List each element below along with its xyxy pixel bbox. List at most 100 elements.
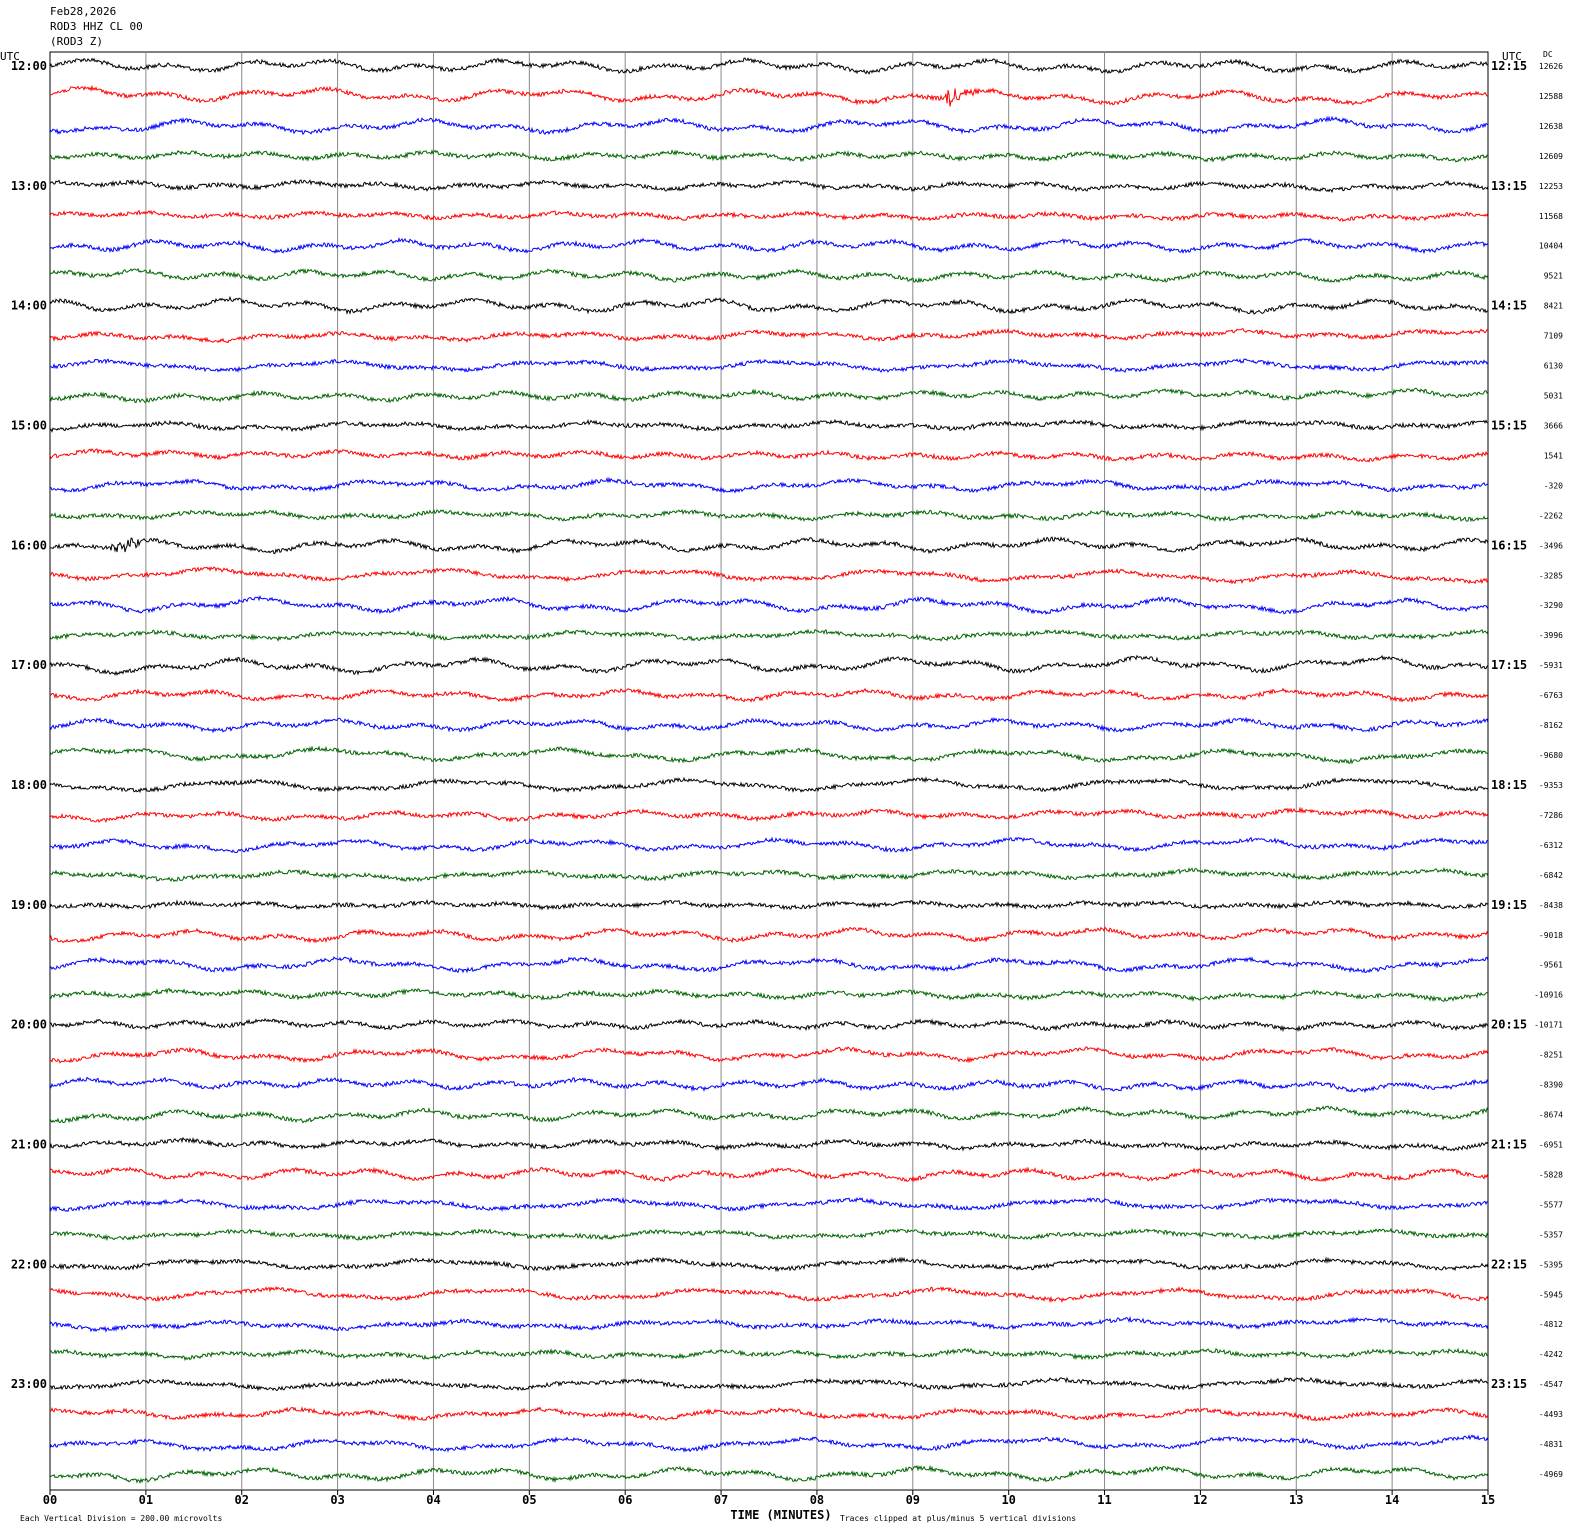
dc-value: 9521 <box>1544 272 1563 281</box>
trace <box>49 1105 1489 1124</box>
dc-value: -5577 <box>1539 1200 1563 1209</box>
x-tick-label: 11 <box>1097 1493 1111 1507</box>
trace <box>49 328 1488 344</box>
trace <box>49 1227 1489 1242</box>
trace <box>49 1018 1489 1033</box>
dc-value: -9353 <box>1539 781 1563 790</box>
x-tick-label: 02 <box>235 1493 249 1507</box>
trace <box>49 115 1489 136</box>
dc-value: -8674 <box>1539 1111 1563 1120</box>
trace <box>49 1046 1489 1064</box>
left-time-label: 19:00 <box>11 898 47 912</box>
left-time-label: 13:00 <box>11 179 47 193</box>
x-tick-label: 03 <box>330 1493 344 1507</box>
component: (ROD3 Z) <box>50 35 103 48</box>
trace <box>49 1464 1489 1484</box>
dc-value: -4969 <box>1539 1470 1563 1479</box>
left-time-label: 20:00 <box>11 1018 47 1032</box>
dc-value: -10171 <box>1534 1021 1563 1030</box>
x-tick-label: 14 <box>1385 1493 1399 1507</box>
right-time-label: 14:15 <box>1491 299 1527 313</box>
trace <box>49 687 1489 703</box>
trace <box>49 476 1489 494</box>
x-tick-label: 13 <box>1289 1493 1303 1507</box>
x-tick-label: 15 <box>1481 1493 1495 1507</box>
x-tick-label: 01 <box>139 1493 153 1507</box>
trace <box>49 358 1489 373</box>
left-axis-title: UTC <box>0 50 20 63</box>
x-axis-title: TIME (MINUTES) <box>730 1508 831 1522</box>
trace <box>49 899 1489 911</box>
trace <box>49 237 1489 255</box>
dc-value: 3666 <box>1544 421 1563 430</box>
trace <box>49 594 1489 616</box>
left-time-label: 14:00 <box>11 299 47 313</box>
x-tick-label: 04 <box>426 1493 440 1507</box>
trace <box>49 509 1489 523</box>
right-time-label: 18:15 <box>1491 778 1527 792</box>
trace <box>49 866 1489 883</box>
dc-value: 12588 <box>1539 92 1563 101</box>
dc-value: -5828 <box>1539 1170 1563 1179</box>
dc-value: -10916 <box>1534 991 1563 1000</box>
dc-value: -320 <box>1544 481 1563 490</box>
trace <box>49 836 1489 854</box>
trace <box>49 1076 1489 1094</box>
dc-value: 12638 <box>1539 122 1563 131</box>
trace <box>49 926 1489 944</box>
trace <box>49 178 1489 194</box>
x-tick-label: 07 <box>714 1493 728 1507</box>
trace <box>49 267 1489 284</box>
x-tick-label: 08 <box>810 1493 824 1507</box>
trace <box>49 654 1489 676</box>
dc-value: 10404 <box>1539 242 1563 251</box>
station: ROD3 HHZ CL 00 <box>50 20 143 33</box>
trace <box>49 418 1489 433</box>
trace <box>49 716 1489 734</box>
right-time-label: 12:15 <box>1491 59 1527 73</box>
right-time-label: 15:15 <box>1491 418 1527 432</box>
trace <box>49 1136 1489 1152</box>
trace <box>49 84 1489 107</box>
right-time-label: 17:15 <box>1491 658 1527 672</box>
trace <box>49 776 1489 794</box>
dc-value: -3285 <box>1539 571 1563 580</box>
x-tick-label: 12 <box>1193 1493 1207 1507</box>
plot-frame <box>49 51 1489 1491</box>
trace <box>49 628 1489 642</box>
dc-value: -9018 <box>1539 931 1563 940</box>
dc-value: -9561 <box>1539 961 1563 970</box>
left-time-label: 21:00 <box>11 1137 47 1151</box>
dc-value: -5357 <box>1539 1230 1563 1239</box>
dc-value: -6951 <box>1539 1140 1563 1149</box>
trace <box>49 387 1489 404</box>
trace <box>49 1376 1489 1392</box>
trace <box>49 1347 1489 1362</box>
dc-value: 12626 <box>1539 62 1563 71</box>
trace <box>49 1256 1489 1273</box>
dc-value: -2262 <box>1539 511 1563 520</box>
dc-value: 7109 <box>1544 332 1563 341</box>
dc-value: -4493 <box>1539 1410 1563 1419</box>
dc-value: -7286 <box>1539 811 1563 820</box>
dc-value: 5031 <box>1544 392 1563 401</box>
left-time-label: 17:00 <box>11 658 47 672</box>
dc-value: -8162 <box>1539 721 1563 730</box>
dc-value: -4242 <box>1539 1350 1563 1359</box>
left-time-label: 22:00 <box>11 1257 47 1271</box>
dc-value: -8390 <box>1539 1081 1563 1090</box>
trace <box>49 1434 1489 1453</box>
dc-value: -6763 <box>1539 691 1563 700</box>
dc-value: 1541 <box>1544 451 1563 460</box>
left-time-label: 16:00 <box>11 538 47 552</box>
left-time-label: 18:00 <box>11 778 47 792</box>
dc-value: -4547 <box>1539 1380 1563 1389</box>
dc-value: -6312 <box>1539 841 1563 850</box>
x-tick-label: 05 <box>522 1493 536 1507</box>
dc-value: -5945 <box>1539 1290 1563 1299</box>
dc-value: -3996 <box>1539 631 1563 640</box>
right-time-label: 22:15 <box>1491 1257 1527 1271</box>
left-time-label: 15:00 <box>11 418 47 432</box>
